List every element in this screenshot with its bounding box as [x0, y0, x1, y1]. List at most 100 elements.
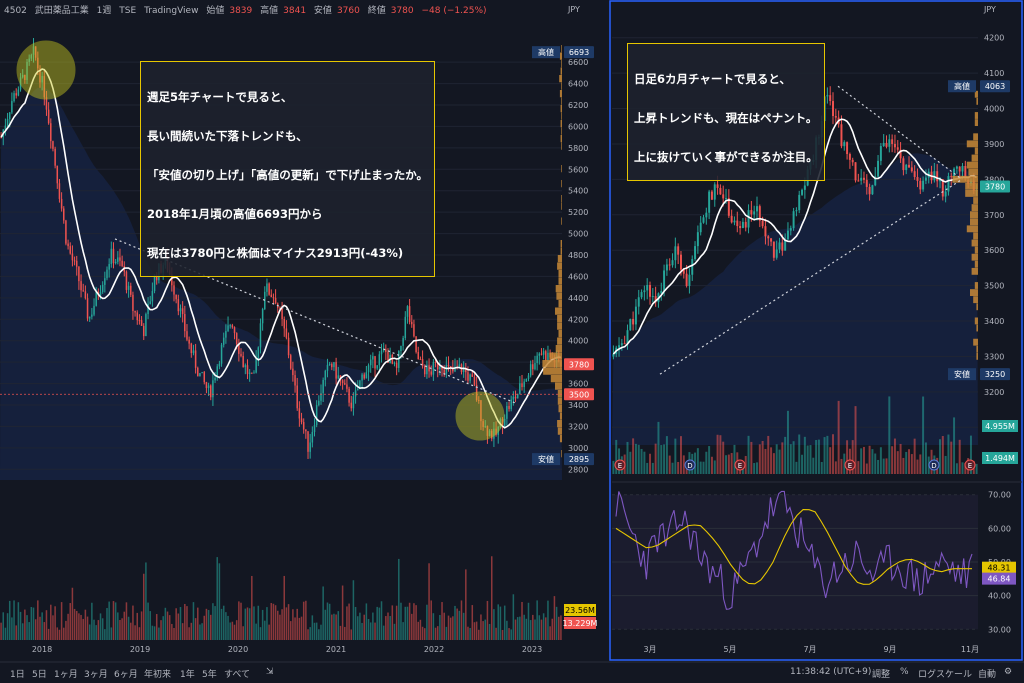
volume-bar: [744, 455, 747, 474]
volume-bar: [775, 444, 778, 474]
volume-bar: [542, 613, 545, 640]
volume-bar: [201, 623, 203, 640]
settings-gear-icon[interactable]: ⚙: [1004, 667, 1013, 677]
candle-body: [649, 285, 651, 297]
x-tick-label: 11月: [961, 645, 979, 654]
candle-body: [660, 290, 663, 294]
candle-body: [155, 274, 158, 281]
candle-body: [623, 343, 626, 345]
candle-body: [73, 260, 76, 262]
candle-body: [532, 364, 534, 370]
candle-body: [519, 383, 521, 394]
volume-bar: [130, 622, 132, 640]
range-1y[interactable]: 1年: [180, 670, 195, 680]
long-moving-average-area: [0, 87, 562, 480]
volume-bar: [197, 607, 199, 640]
range-all[interactable]: すべて: [224, 670, 251, 680]
volume-profile-bar: [561, 112, 562, 120]
volume-bar: [473, 622, 476, 640]
clock-readout[interactable]: 11:38:42 (UTC+9): [790, 667, 872, 677]
log-scale-toggle[interactable]: ログスケール: [918, 670, 973, 680]
candle-body: [413, 324, 415, 337]
volume-bar: [795, 461, 798, 474]
candle-body: [132, 294, 134, 312]
volume-bar: [871, 449, 874, 474]
volume-bar: [806, 445, 809, 474]
volume-bar: [108, 601, 110, 640]
candle-body: [792, 211, 795, 229]
candle-body: [480, 400, 482, 422]
price-tag-bg: [564, 388, 594, 401]
volume-profile-bar: [976, 324, 978, 332]
volume-bar: [8, 600, 11, 640]
volume-bar: [555, 606, 558, 640]
candle-body: [255, 358, 257, 373]
volume-bar: [501, 629, 504, 640]
volume-bar: [499, 606, 502, 640]
range-1m[interactable]: 1ヶ月: [54, 670, 78, 680]
symbol-name[interactable]: 武田薬品工業: [34, 6, 89, 16]
candle-body: [372, 356, 374, 360]
range-5y[interactable]: 5年: [202, 670, 217, 680]
volume-bar: [725, 455, 728, 474]
volume-bar: [287, 604, 290, 640]
volume-profile-bar: [561, 82, 562, 90]
candle-body: [205, 382, 208, 389]
volume-bar: [192, 602, 195, 640]
price-tag-value: 2895: [569, 455, 589, 464]
candle-body: [315, 405, 318, 426]
volume-bar: [549, 626, 551, 640]
volume-bar: [147, 602, 149, 640]
auto-scale-toggle[interactable]: 自動: [978, 670, 997, 680]
percent-toggle[interactable]: %: [900, 667, 909, 677]
date-range-icon[interactable]: ⇲: [266, 667, 274, 677]
volume-bar: [37, 600, 39, 640]
volume-bar: [266, 607, 268, 640]
interval-label[interactable]: 1週: [96, 6, 112, 16]
candle-body: [369, 359, 372, 366]
candle-body: [905, 164, 908, 171]
volume-bar: [369, 622, 372, 640]
adjust-toggle[interactable]: 調整: [872, 670, 891, 680]
volume-bar: [421, 626, 424, 640]
candle-body: [840, 124, 843, 147]
candle-body: [826, 95, 829, 97]
candle-body: [691, 259, 694, 275]
range-ytd[interactable]: 年初来: [144, 670, 172, 680]
volume-bar: [142, 573, 145, 640]
volume-bar: [227, 615, 229, 640]
volume-bar: [400, 602, 402, 640]
candle-body: [246, 365, 249, 374]
volume-bar: [493, 609, 495, 640]
volume-bar: [975, 463, 978, 474]
volume-bar: [668, 455, 671, 474]
volume-bar: [248, 608, 251, 640]
candle-body: [117, 257, 119, 262]
range-6m[interactable]: 6ヶ月: [114, 670, 138, 680]
candle-body: [778, 242, 781, 250]
right-note-line: 日足6カ月チャートで見ると、: [634, 72, 791, 86]
range-1d[interactable]: 1日: [10, 670, 25, 680]
candle-body: [287, 337, 290, 356]
volume-profile-bar: [555, 345, 562, 353]
volume-bar: [905, 451, 908, 474]
candle-body: [764, 226, 767, 237]
volume-bar: [318, 629, 320, 640]
volume-bar: [512, 594, 515, 640]
candle-body: [328, 364, 331, 366]
volume-bar: [149, 611, 151, 640]
volume-bar: [443, 612, 445, 640]
volume-profile-bar: [556, 292, 562, 300]
volume-bar: [924, 442, 927, 474]
rsi-value-tag: 48.31: [988, 564, 1011, 573]
candle-body: [786, 230, 789, 240]
candle-body: [618, 345, 621, 348]
volume-bar: [106, 608, 108, 640]
range-3m[interactable]: 3ヶ月: [84, 670, 108, 680]
range-5d[interactable]: 5日: [32, 670, 47, 680]
volume-profile-bar: [970, 218, 978, 226]
volume-profile-bar: [968, 168, 978, 176]
rsi-value-tag-bg: [982, 572, 1016, 585]
volume-bar: [24, 609, 26, 640]
volume-bar: [767, 435, 770, 474]
